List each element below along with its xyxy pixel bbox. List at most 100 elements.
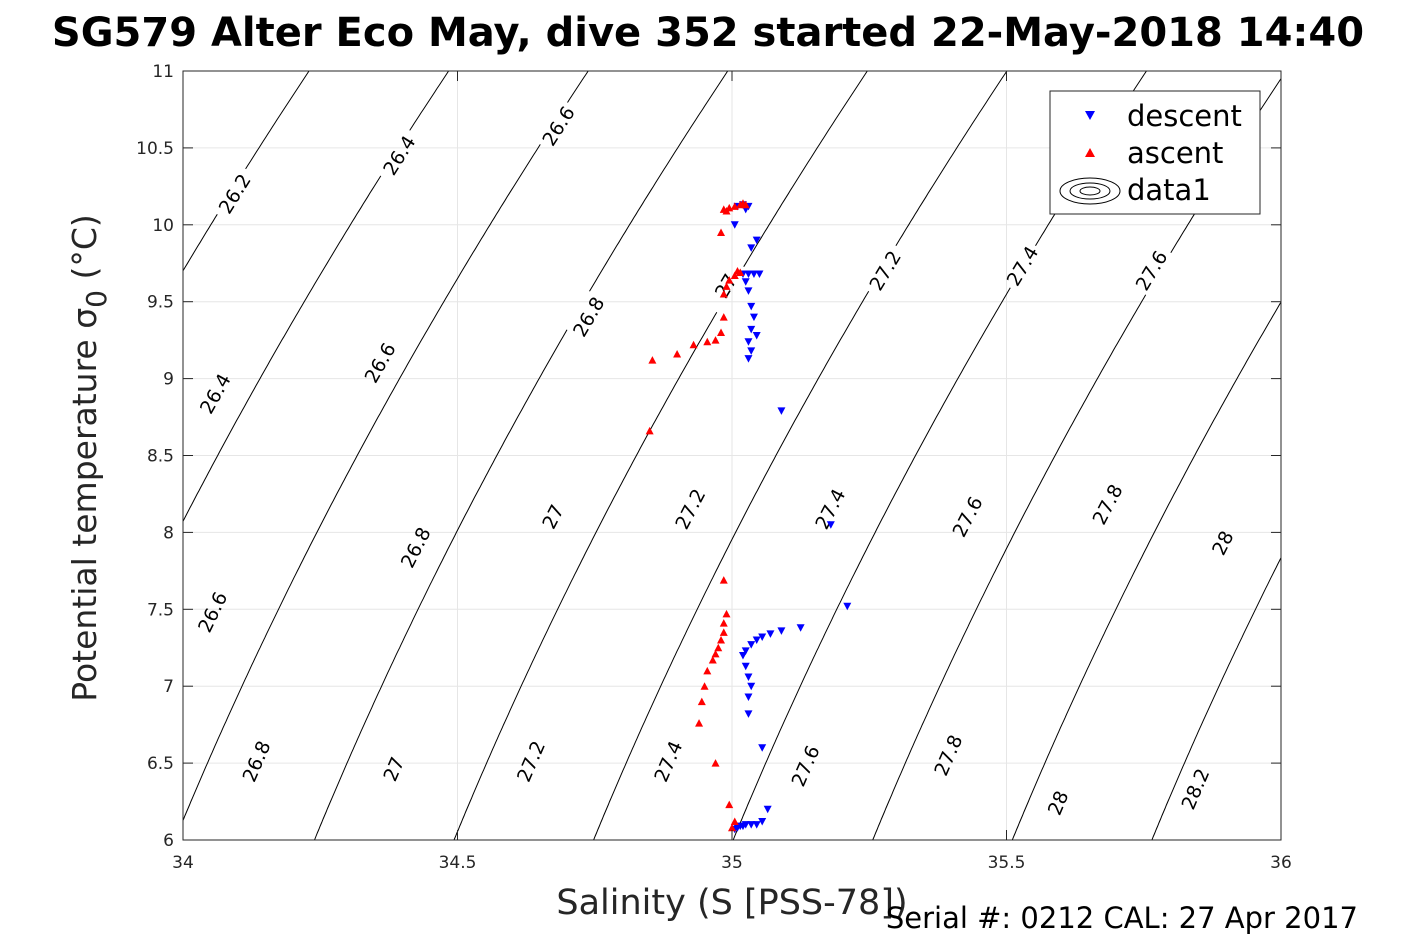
ascent-point [700,682,709,690]
legend-box [1049,90,1261,215]
legend-contour-marker [1059,177,1121,205]
y-tick-label: 6 [163,831,174,851]
descent-point [747,347,756,355]
descent-point [744,287,753,295]
y-tick-label: 6.5 [147,754,174,774]
ascent-point [648,356,657,364]
descent-point [744,270,753,279]
legend-descent-label: descent [1127,99,1242,133]
contour-line [593,290,870,840]
ascent-point [717,228,726,236]
ascent-point [725,800,734,809]
ascent-point [730,271,739,280]
contour-line [589,71,729,292]
contour-line [743,71,868,267]
descent-point [744,673,753,681]
contour-line [1151,556,1281,840]
legend-ascent-marker [1085,148,1095,157]
ascent-point [722,206,731,215]
descent-point [826,521,835,529]
descent-point [758,818,767,826]
contour-line [872,294,1147,840]
ascent-point [741,200,750,209]
ascent-point [711,649,720,658]
y-axis-label: Potential temperature σ0 (°C) [65,214,113,702]
ascent-point [689,340,698,349]
y-axis-label-subscript: 0 [80,290,113,308]
ascent-point [708,656,717,664]
contour-line [567,71,589,103]
ascent-point [695,719,704,727]
ascent-point [673,349,682,358]
descent-point [744,710,753,718]
ascent-point [719,619,728,627]
contour-line [183,175,382,523]
ascent-point [719,290,728,298]
ascent-point [736,268,745,276]
ascent-point [719,313,728,321]
axis-ticks: 34 34.5 35 35.5 36 6 6.5 7 7.5 8 8.5 9 9.5 10 10.5 11 [136,62,1292,873]
ascent-point [703,337,712,346]
contour-line [453,311,718,840]
y-tick-label: 10.5 [136,139,174,159]
y-tick-label: 8.5 [147,447,174,467]
x-tick-label: 35 [721,853,743,873]
y-tick-label: 11 [152,62,174,82]
y-tick-label: 10 [152,216,174,236]
descent-point [741,662,750,671]
descent-point [741,647,750,655]
ascent-point [717,328,726,336]
descent-point [758,744,767,752]
y-axis-label-main: Potential temperature σ [65,308,104,702]
descent-point [730,221,739,229]
descent-point [747,821,756,829]
x-tick-label: 34.5 [439,853,477,873]
x-axis-label: Salinity (S [PSS-78]) [556,883,907,923]
legend: descent ascent data1 [1049,90,1261,215]
descent-point [747,682,756,691]
legend-descent-marker [1085,111,1095,120]
ascent-point [711,759,720,767]
ascent-point [714,643,723,652]
ascent-point [703,666,712,675]
ascent-point [725,276,734,284]
descent-point [763,805,772,814]
descent-point [752,636,761,645]
ascent-point [722,282,731,290]
ascent-point [719,628,728,636]
y-tick-label: 7 [163,677,174,697]
descent-point [747,641,756,649]
x-tick-label: 35.5 [988,853,1026,873]
ascent-point [697,697,706,706]
descent-point [777,407,786,415]
contour-line [245,71,310,170]
y-axis-label-unit: (°C) [65,214,104,290]
ascent-point [722,609,731,618]
descent-point [755,270,764,279]
ascent-point [711,336,720,344]
contour-line [895,71,1008,247]
y-tick-label: 7.5 [147,600,174,620]
descent-point [796,624,805,632]
x-tick-label: 34 [172,853,194,873]
descent-point [747,244,756,252]
ascent-point [730,817,739,826]
descent-point [744,338,753,346]
descent-point [752,821,761,829]
contour-line [1011,301,1281,840]
descent-point [752,332,761,340]
chart-title: SG579 Alter Eco May, dive 352 started 22… [52,10,1364,56]
descent-point [758,633,767,641]
descent-point [749,270,758,279]
ascent-point [719,576,728,584]
ascent-point [645,426,654,435]
descent-point [747,302,756,311]
y-tick-label: 8 [163,523,174,543]
ascent-point [717,636,726,644]
descent-point [749,313,758,322]
descent-point [741,278,750,286]
descent-point [843,602,852,611]
contour-line [732,287,1011,840]
descent-point [747,325,756,334]
